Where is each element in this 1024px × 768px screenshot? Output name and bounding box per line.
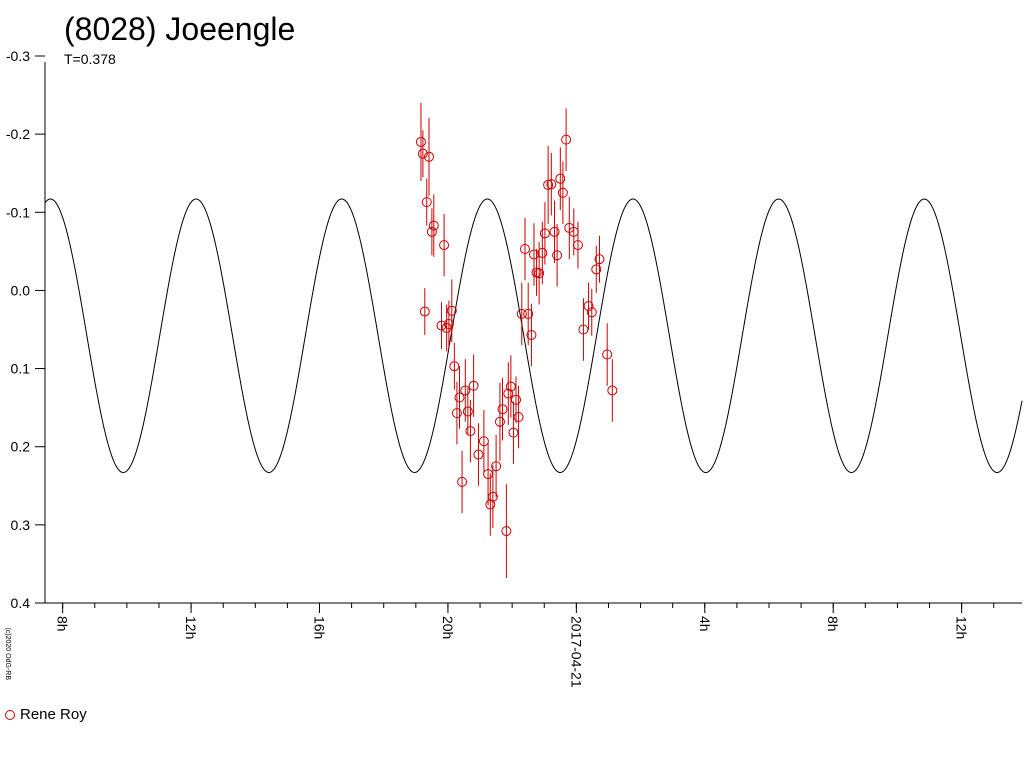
chart-title: (8028) Joeengle bbox=[64, 11, 295, 47]
data-point bbox=[462, 406, 473, 417]
data-point bbox=[523, 308, 534, 319]
data-point bbox=[519, 244, 530, 255]
y-tick-label-6: 0.3 bbox=[11, 517, 31, 533]
data-point bbox=[478, 436, 489, 447]
data-point bbox=[449, 361, 460, 372]
data-point bbox=[421, 197, 432, 208]
x-ticks: 8h 12h 16h 20h 2017-04-21 4h 8h 12h bbox=[55, 603, 995, 688]
chart-subtitle: T=0.378 bbox=[64, 51, 116, 67]
data-point bbox=[454, 392, 465, 403]
legend: Rene Roy bbox=[5, 706, 87, 723]
y-tick-label-0: -0.3 bbox=[6, 48, 30, 64]
x-tick-label-5: 4h bbox=[697, 616, 713, 632]
y-tick-label-2: -0.1 bbox=[6, 204, 30, 220]
x-tick-label-4: 2017-04-21 bbox=[568, 616, 584, 688]
x-tick-label-3: 20h bbox=[440, 616, 456, 639]
data-point bbox=[451, 408, 462, 419]
data-point bbox=[513, 412, 524, 423]
x-tick-label-7: 12h bbox=[954, 616, 970, 639]
data-point bbox=[561, 134, 572, 145]
data-point bbox=[426, 226, 437, 237]
data-point bbox=[417, 148, 428, 159]
data-point bbox=[485, 499, 496, 510]
y-tick-label-3: 0.0 bbox=[11, 282, 31, 298]
y-ticks: -0.3 -0.2 -0.1 0.0 0.1 0.2 0.3 0.4 bbox=[6, 48, 45, 611]
data-point bbox=[487, 491, 498, 502]
copyright-text: (c)2020 OdG-RB bbox=[4, 627, 11, 680]
legend-marker bbox=[5, 710, 15, 720]
data-point bbox=[503, 388, 514, 399]
data-point bbox=[594, 254, 605, 265]
data-point bbox=[557, 187, 568, 198]
data-point bbox=[465, 426, 476, 437]
data-point bbox=[526, 329, 537, 340]
x-tick-label-0: 8h bbox=[55, 616, 71, 632]
data-point bbox=[436, 320, 447, 331]
data-point bbox=[446, 305, 457, 316]
data-point bbox=[497, 404, 508, 415]
data-point bbox=[415, 136, 426, 147]
data-points bbox=[415, 102, 618, 578]
data-point bbox=[423, 151, 434, 162]
data-point bbox=[428, 220, 439, 231]
y-tick-label-7: 0.4 bbox=[11, 595, 31, 611]
data-point bbox=[419, 306, 430, 317]
data-point bbox=[555, 173, 566, 184]
data-point bbox=[501, 526, 512, 537]
data-point bbox=[457, 476, 468, 487]
data-point bbox=[468, 380, 479, 391]
data-point bbox=[516, 308, 527, 319]
data-point bbox=[508, 427, 519, 438]
data-point bbox=[572, 240, 583, 251]
data-point bbox=[546, 179, 557, 190]
x-tick-label-2: 16h bbox=[312, 616, 328, 639]
data-point bbox=[511, 394, 522, 405]
data-point bbox=[583, 301, 594, 312]
fit-curve bbox=[44, 198, 1023, 474]
data-point bbox=[607, 385, 618, 396]
y-tick-label-5: 0.2 bbox=[11, 439, 31, 455]
data-point bbox=[491, 461, 502, 472]
data-point bbox=[505, 381, 516, 392]
data-point bbox=[494, 416, 505, 427]
data-point bbox=[443, 319, 454, 330]
data-point bbox=[534, 268, 545, 279]
legend-label: Rene Roy bbox=[20, 706, 87, 723]
data-point bbox=[460, 385, 471, 396]
data-point bbox=[549, 226, 560, 237]
data-point bbox=[586, 307, 597, 318]
y-tick-label-4: 0.1 bbox=[11, 361, 31, 377]
data-point bbox=[539, 228, 550, 239]
data-point bbox=[591, 264, 602, 275]
data-point bbox=[473, 449, 484, 460]
y-tick-label-1: -0.2 bbox=[6, 126, 30, 142]
data-point bbox=[602, 349, 613, 360]
x-tick-label-1: 12h bbox=[183, 616, 199, 639]
data-point bbox=[578, 324, 589, 335]
data-point bbox=[439, 240, 450, 251]
x-tick-label-6: 8h bbox=[825, 616, 841, 632]
data-point bbox=[537, 247, 548, 258]
data-point bbox=[552, 250, 563, 261]
